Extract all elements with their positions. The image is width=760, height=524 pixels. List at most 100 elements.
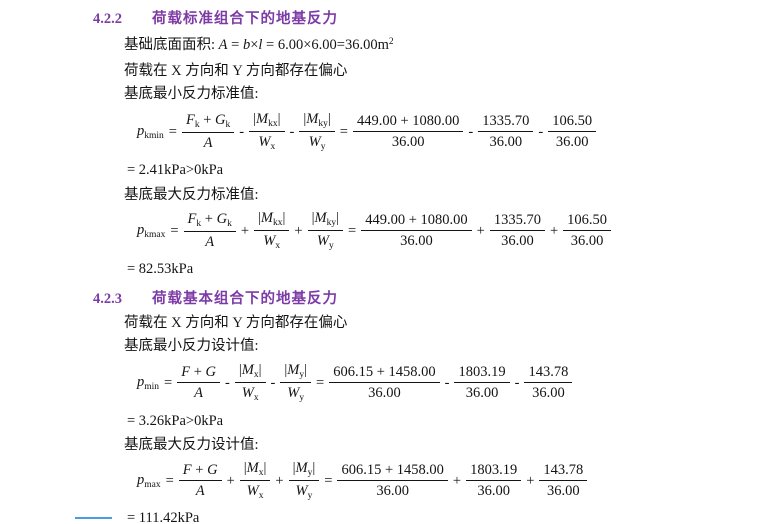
operator: = [170,222,179,239]
text-fragment: 449.00 + 1080.00 [356,112,460,129]
text-fragment: 606.15 + 1458.00 [341,461,444,478]
fraction: 143.78 36.00 [524,363,573,402]
text-fragment: 36.00 [400,232,433,249]
text-fragment: 143.78 [528,363,569,380]
text-fragment: p [137,221,145,238]
text-fragment: k [196,218,202,229]
fraction-numerator: 449.00 + 1080.00 [352,112,464,132]
operator: - [444,374,450,391]
text-fragment: W [295,482,308,499]
text-fragment: M [241,361,254,378]
text-fragment: ky [318,118,328,129]
formula-pmax: pmax = F + G A + |Mx| Wx + |My| Wy = 606.15 + 1458.… [137,457,760,503]
text-fragment: max [144,479,161,490]
text-fragment: M [287,361,300,378]
text-fragment: | [243,459,247,476]
text-fragment: W [246,482,259,499]
text-fragment: | [327,110,331,127]
text-fragment: F [185,111,195,128]
fraction-numerator: 606.15 + 1458.00 [337,461,448,481]
fraction-numerator: F + G [178,461,222,481]
text-fragment: min [144,381,160,392]
section-title: 荷载标准组合下的地基反力 [152,11,338,27]
text-fragment: A [205,233,215,250]
text-fragment: 36.00 [376,482,409,499]
fraction-denominator: 36.00 [372,481,413,500]
fraction-denominator: Wy [292,481,317,502]
text-fragment: F [182,461,192,478]
text-fragment: k [227,218,232,229]
text-fragment: + [190,363,206,380]
operator: = [165,472,174,489]
fraction-denominator: 36.00 [543,481,584,500]
text-fragment: x [258,490,264,501]
section-heading-4-2-2: 4.2.2 荷载标准组合下的地基反力 [93,9,760,29]
fraction: 449.00 + 1080.00 36.00 [361,211,472,250]
fraction-numerator: 143.78 [539,461,588,481]
operator: - [468,123,474,140]
operator: - [514,374,520,391]
formula-lhs: pmin [137,373,160,392]
text-fragment: 36.00 [501,232,534,249]
fraction-denominator: Wx [238,383,263,404]
text-fragment: k [194,119,200,130]
fraction-numerator: |Mkx| [249,110,285,132]
operator: = [168,123,177,140]
operator: + [526,472,535,489]
text-fragment: 基础底面面积: [124,37,219,53]
section-title: 荷载基本组合下的地基反力 [152,291,338,307]
text-fragment: | [312,459,316,476]
formula-lhs: pkmin [137,123,164,141]
fraction-numerator: 106.50 [563,211,612,231]
text-fragment: F [187,210,197,227]
fraction-numerator: Fk + Gk [183,210,236,232]
operator: = [324,472,333,489]
text-fragment: A [218,37,228,53]
fraction-numerator: |Mx| [239,459,271,481]
fraction-denominator: 36.00 [567,231,608,250]
fraction-numerator: 1803.19 [466,461,522,481]
operator: - [225,374,230,391]
fraction: 1803.19 36.00 [466,461,522,500]
text-fragment: 606.15 + 1458.00 [333,363,436,380]
operator: - [538,123,544,140]
operator: + [476,222,485,239]
text-fragment: + [201,210,217,227]
fraction-numerator: 1335.70 [478,112,534,132]
formula-pkmax: pkmax = Fk + Gk A + |Mkx| Wx + |Mky| Wy = 449.00 + … [137,207,760,253]
text-fragment: p [137,373,145,390]
fraction: Fk + Gk A [183,210,236,251]
fraction-denominator: 36.00 [485,132,526,151]
fraction-numerator: |Mkx| [254,209,290,231]
text-fragment: 2 [388,37,394,47]
formula-lhs: pkmax [137,221,165,240]
operator: = [348,222,357,239]
fraction-denominator: Wx [254,132,279,153]
fraction-denominator: 36.00 [473,481,514,500]
fraction-numerator: |My| [280,361,311,383]
text-fragment: 1335.70 [482,112,530,129]
text-fragment: | [282,209,286,226]
text-fragment: W [287,384,300,401]
fraction: 143.78 36.00 [539,461,588,500]
fraction: 1335.70 36.00 [489,211,545,250]
result-pmax: = 111.42kPa [127,510,200,524]
operator: = [339,123,348,140]
formula-lhs: pmax [137,472,161,490]
fraction-denominator: Wy [283,383,308,404]
fraction-numerator: 1335.70 [489,211,545,231]
fraction-denominator: A [200,133,217,152]
text-fragment: y [307,467,313,478]
text-fragment: x [270,141,276,152]
text-fragment: 143.78 [543,461,584,478]
fraction-numerator: 106.50 [548,112,597,132]
text-fragment: W [241,384,254,401]
fraction-denominator: A [190,383,207,402]
text-fragment: kmin [144,130,164,141]
eccentricity-note: 荷载在 X 方向和 Y 方向都存在偏心 [124,63,348,79]
formula-pkmin: pkmin = Fk + Gk A - |Mkx| Wx - |Mky| Wy = 449.00 + … [137,108,760,154]
fraction-numerator: Fk + Gk [181,111,235,133]
fraction-denominator: 36.00 [462,383,503,402]
text-fragment: 106.50 [567,211,608,228]
foundation-area-line: 基础底面面积: A = b×l = 6.00×6.00=36.00m2 [124,35,760,57]
